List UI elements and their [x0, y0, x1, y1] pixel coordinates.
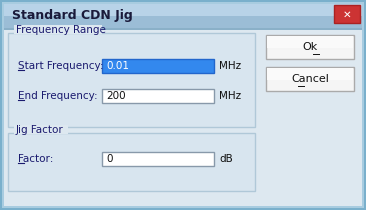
Bar: [14, 25, 102, 34]
Text: dB: dB: [219, 154, 233, 164]
Text: Factor:: Factor:: [18, 154, 53, 164]
Bar: [4, 4, 362, 16]
Bar: [4, 28, 362, 29]
Bar: [267, 68, 353, 80]
Text: Jig Factor: Jig Factor: [16, 125, 64, 135]
Bar: [102, 89, 214, 103]
Bar: [267, 36, 353, 48]
Text: End Frequency:: End Frequency:: [18, 91, 98, 101]
Text: Ok: Ok: [302, 42, 318, 52]
Text: 0: 0: [106, 154, 112, 164]
Bar: [14, 125, 68, 134]
Text: Start Frequency:: Start Frequency:: [18, 61, 104, 71]
Text: MHz: MHz: [219, 91, 241, 101]
Bar: [102, 59, 214, 73]
Bar: [4, 16, 362, 28]
Bar: [266, 35, 354, 59]
Bar: [8, 133, 255, 191]
Text: 200: 200: [106, 91, 126, 101]
Text: MHz: MHz: [219, 61, 241, 71]
Text: Standard CDN Jig: Standard CDN Jig: [12, 9, 133, 22]
Bar: [334, 5, 360, 23]
Text: ✕: ✕: [343, 9, 351, 20]
Bar: [102, 152, 214, 166]
Text: Frequency Range: Frequency Range: [16, 25, 106, 35]
Bar: [8, 33, 255, 127]
Bar: [266, 67, 354, 91]
Text: Cancel: Cancel: [291, 75, 329, 84]
Text: 0.01: 0.01: [106, 61, 129, 71]
